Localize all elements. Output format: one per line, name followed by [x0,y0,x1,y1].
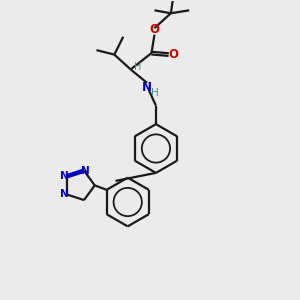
Text: N: N [60,171,69,181]
Text: N: N [142,81,152,94]
Text: O: O [149,23,160,36]
Text: N: N [60,190,69,200]
Text: N: N [81,166,90,176]
Text: H: H [152,88,159,98]
Text: O: O [168,48,178,61]
Text: H: H [134,62,141,72]
